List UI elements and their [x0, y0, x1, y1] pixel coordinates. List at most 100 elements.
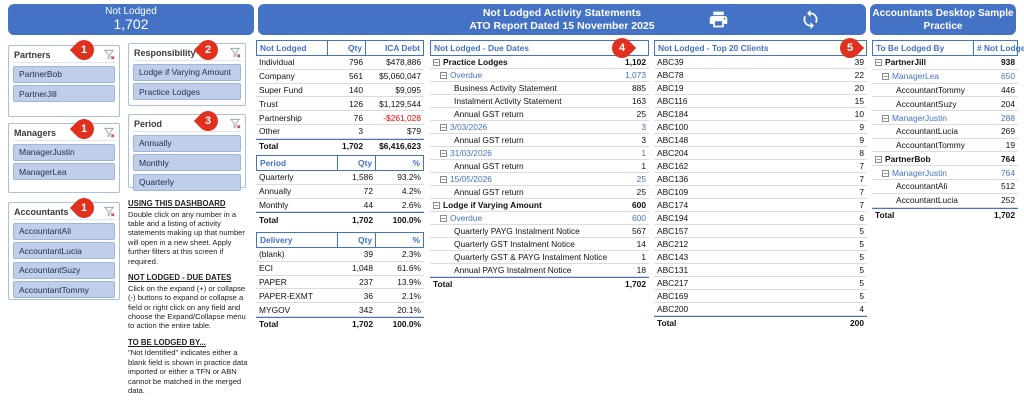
table-title: Not Lodged - Top 20 Clients	[658, 43, 769, 53]
clear-filter-icon[interactable]	[230, 118, 241, 129]
collapse-icon[interactable]	[440, 215, 447, 222]
table-row: Total 1,702 100.0%	[256, 316, 424, 331]
pivot-row: Annual GST return 25	[430, 108, 649, 121]
slicer-button[interactable]: Monthly	[133, 154, 241, 171]
pivot-row: AccountantAli 512	[872, 180, 1018, 194]
table-row: PAPER 237 13.9%	[256, 276, 424, 290]
collapse-icon[interactable]	[882, 73, 889, 81]
client-row: ABC174 7	[654, 199, 867, 212]
note-section: USING THIS DASHBOARD Double click on any…	[128, 199, 248, 266]
slicer-button[interactable]: ManagerLea	[13, 163, 115, 180]
table-row: Partnership 76 -$261,028	[256, 111, 424, 125]
table-header-row: Delivery Qty %	[256, 232, 424, 248]
client-row: ABC78 22	[654, 69, 867, 82]
pivot-row: Quarterly GST & PAYG Instalment Notice 1	[430, 251, 649, 264]
collapse-icon[interactable]	[433, 202, 440, 209]
card-label: Not Lodged	[105, 6, 157, 17]
client-row: ABC162 7	[654, 160, 867, 173]
note-heading: NOT LODGED - DUE DATES	[128, 273, 232, 283]
note-heading: TO BE LODGED BY...	[128, 337, 206, 347]
client-row: ABC116 15	[654, 95, 867, 108]
clear-filter-icon[interactable]	[230, 47, 241, 58]
client-row: ABC204 8	[654, 147, 867, 160]
slicer-button[interactable]: AccountantSuzy	[13, 261, 115, 279]
column-header: ICA Debt	[365, 41, 423, 55]
pivot-row: Instalment Activity Statement 163	[430, 95, 649, 108]
pivot-row: Annual GST return 1	[430, 160, 649, 173]
to-be-lodged-by-table: To Be Lodged By # Not Lodged PartnerJill…	[872, 40, 1024, 221]
table-row: Trust 126 $1,129,544	[256, 97, 424, 112]
pivot-row: ManagerLea 650	[872, 70, 1018, 84]
due-dates-pivot-table: Not Lodged - Due Dates Practice Lodges 1…	[430, 40, 649, 290]
table-row: ECI 1,048 61.6%	[256, 262, 424, 276]
collapse-icon[interactable]	[433, 59, 440, 66]
slicer-button[interactable]: AccountantLucia	[13, 242, 115, 259]
collapse-icon[interactable]	[875, 155, 882, 163]
slicer-title: Responsibility	[134, 47, 196, 58]
refresh-icon[interactable]	[800, 9, 821, 30]
table-header-row: Not Lodged - Top 20 Clients	[654, 40, 867, 56]
table-row: Annually 72 4.2%	[256, 185, 424, 199]
client-row: ABC200 4	[654, 303, 867, 316]
practice-name-card: Accountants Desktop Sample Practice	[870, 4, 1016, 35]
top-20-clients-table: Not Lodged - Top 20 Clients ABC39 39 ABC…	[654, 40, 867, 329]
note-body: "Not Identified" indicates either a blan…	[128, 348, 248, 405]
client-row: ABC212 5	[654, 238, 867, 251]
printer-icon[interactable]	[708, 9, 729, 30]
table-header-row: To Be Lodged By # Not Lodged	[872, 40, 1024, 56]
slicer-button[interactable]: Annually	[133, 134, 241, 152]
table-row: (blank) 39 2.3%	[256, 248, 424, 262]
slicer-button[interactable]: Lodge if Varying Amount	[133, 63, 241, 81]
client-row: ABC157 5	[654, 225, 867, 238]
client-row: ABC109 7	[654, 186, 867, 199]
period-summary-table: Period Qty % Quarterly 1,586 93.2% Annua…	[256, 155, 424, 226]
pivot-row: Practice Lodges 1,102	[430, 56, 649, 69]
slicer-title: Period	[134, 118, 163, 129]
client-row: ABC19 20	[654, 82, 867, 95]
client-row: ABC217 5	[654, 277, 867, 290]
pivot-row: Quarterly GST Instalment Notice 14	[430, 238, 649, 251]
collapse-icon[interactable]	[440, 124, 447, 131]
pivot-row: Annual PAYG Instalment Notice 18	[430, 264, 649, 277]
collapse-icon[interactable]	[440, 176, 447, 183]
period-slicer: Period Annually Monthly Quarterly	[128, 114, 246, 191]
collapse-icon[interactable]	[440, 72, 447, 79]
column-header: Period	[260, 158, 287, 168]
client-row: ABC169 5	[654, 290, 867, 303]
partners-slicer: Partners PartnerBob PartnerJill	[8, 45, 120, 117]
managers-slicer: Managers ManagerJustin ManagerLea	[8, 123, 120, 193]
slicer-button[interactable]: Quarterly	[133, 173, 241, 191]
table-row: Total 1,702 $6,416,623	[256, 138, 424, 153]
collapse-icon[interactable]	[440, 150, 447, 157]
pivot-row: AccountantTommy 19	[872, 139, 1018, 153]
table-title: Not Lodged - Due Dates	[434, 43, 529, 53]
pivot-row: Lodge if Varying Amount 600	[430, 199, 649, 212]
responsibility-slicer: Responsibility Lodge if Varying Amount P…	[128, 43, 246, 106]
clear-filter-icon[interactable]	[104, 49, 115, 60]
column-header: Qty	[327, 41, 365, 55]
slicer-button[interactable]: PartnerJill	[13, 85, 115, 102]
client-row: Total 200	[654, 316, 867, 329]
pivot-row: AccountantLucia 269	[872, 125, 1018, 139]
pivot-row: PartnerBob 764	[872, 152, 1018, 167]
slicer-button[interactable]: Practice Lodges	[133, 83, 241, 100]
clear-filter-icon[interactable]	[104, 127, 115, 138]
collapse-icon[interactable]	[882, 169, 889, 177]
slicer-button[interactable]: ManagerJustin	[13, 143, 115, 161]
client-row: ABC100 9	[654, 121, 867, 134]
clear-filter-icon[interactable]	[104, 206, 115, 217]
delivery-summary-table: Delivery Qty % (blank) 39 2.3% ECI 1,048…	[256, 232, 424, 331]
slicer-button[interactable]: AccountantAli	[13, 222, 115, 240]
card-value: 1,702	[113, 16, 149, 32]
table-header-row: Not Lodged Qty ICA Debt	[256, 40, 424, 56]
note-section: NOT LODGED - DUE DATES Click on the expa…	[128, 273, 248, 331]
slicer-button[interactable]: PartnerBob	[13, 65, 115, 83]
not-lodged-summary-table: Not Lodged Qty ICA Debt Individual 796 $…	[256, 40, 424, 152]
dashboard-instructions: USING THIS DASHBOARD Double click on any…	[128, 192, 248, 405]
collapse-icon[interactable]	[875, 59, 882, 67]
column-header: Delivery	[260, 235, 293, 245]
slicer-button[interactable]: AccountantTommy	[13, 281, 115, 298]
practice-name-line1: Accountants Desktop Sample	[872, 8, 1014, 19]
column-header: # Not Lodged	[973, 41, 1024, 55]
collapse-icon[interactable]	[882, 114, 889, 122]
